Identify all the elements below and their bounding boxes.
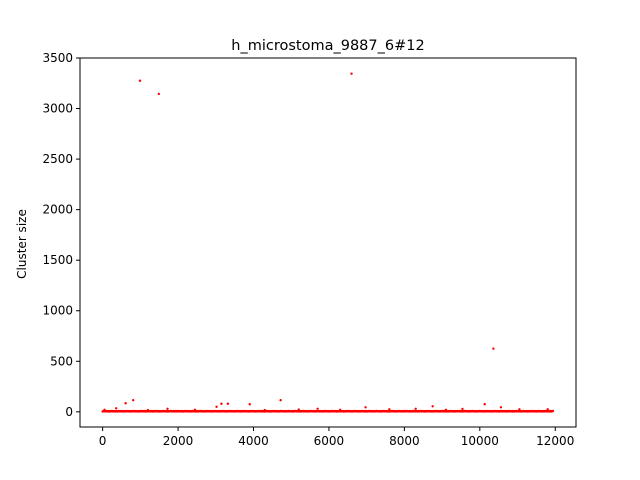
data-point <box>146 408 150 412</box>
y-tick-label: 1500 <box>42 253 73 267</box>
x-tick-label: 6000 <box>314 434 345 448</box>
y-tick-label: 2000 <box>42 203 73 217</box>
data-point <box>157 92 161 96</box>
data-point <box>431 405 434 408</box>
x-tick-label: 12000 <box>536 434 574 448</box>
data-points <box>101 72 555 413</box>
plot-area-frame <box>79 57 577 428</box>
data-point <box>115 407 118 410</box>
chart-title: h_microstoma_9887_6#12 <box>231 38 424 54</box>
data-point <box>248 403 251 406</box>
data-point <box>414 407 417 410</box>
data-point <box>518 408 521 411</box>
data-point <box>546 408 549 411</box>
data-point <box>551 409 555 413</box>
data-point <box>461 407 464 411</box>
data-point <box>220 402 223 405</box>
data-point <box>339 408 342 412</box>
y-tick-label: 0 <box>65 405 73 419</box>
data-point <box>364 406 367 409</box>
y-tick-label: 3000 <box>42 102 73 116</box>
y-tick-label: 2500 <box>42 152 73 166</box>
x-tick-label: 2000 <box>163 434 194 448</box>
data-point <box>215 405 218 408</box>
data-point <box>279 399 282 402</box>
data-point <box>124 402 127 405</box>
data-point <box>492 347 495 350</box>
x-tick-label: 10000 <box>461 434 499 448</box>
data-point <box>263 408 267 412</box>
data-point <box>226 402 230 405</box>
data-point <box>297 408 300 411</box>
y-tick-label: 500 <box>50 354 73 368</box>
y-tick-label: 3500 <box>42 51 73 65</box>
y-axis-ticks: 0 500 1000 1500 2000 2500 3000 3500 <box>42 51 80 419</box>
data-point <box>103 408 106 412</box>
data-point <box>388 408 391 411</box>
data-point <box>444 408 448 412</box>
x-tick-label: 4000 <box>238 434 269 448</box>
data-point <box>350 72 353 75</box>
data-point <box>193 408 197 412</box>
data-point <box>131 399 135 402</box>
data-point <box>499 406 503 409</box>
y-tick-label: 1000 <box>42 304 73 318</box>
x-tick-label: 8000 <box>389 434 420 448</box>
data-point <box>138 79 142 82</box>
data-point <box>166 407 169 410</box>
x-axis-ticks: 0 2000 4000 6000 8000 10000 12000 <box>99 427 574 448</box>
x-tick-label: 0 <box>99 434 107 448</box>
y-axis-label: Cluster size <box>15 209 29 279</box>
data-point <box>316 407 319 410</box>
data-point <box>483 403 486 406</box>
